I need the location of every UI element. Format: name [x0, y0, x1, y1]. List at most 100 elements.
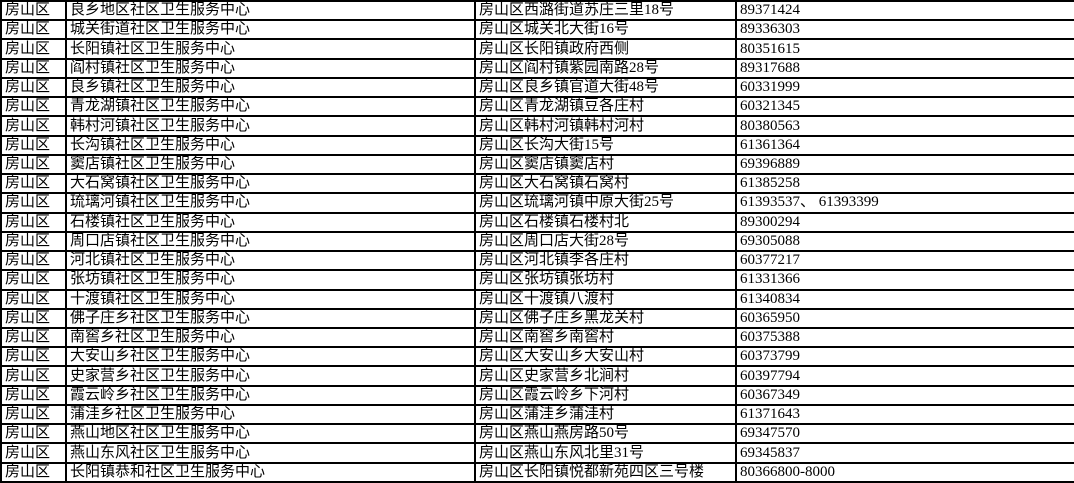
cell-phone: 61340834	[735, 288, 1074, 310]
cell-phone: 80366800-8000	[735, 461, 1074, 483]
cell-address: 房山区霞云岭乡下河村	[474, 384, 737, 406]
cell-address: 房山区城关北大街16号	[474, 19, 737, 41]
cell-district: 房山区	[0, 57, 67, 79]
cell-district: 房山区	[0, 96, 67, 118]
cell-address: 房山区张坊镇张坊村	[474, 269, 737, 291]
cell-district: 房山区	[0, 423, 67, 445]
cell-center-name: 霞云岭乡社区卫生服务中心	[65, 384, 476, 406]
cell-center-name: 窦店镇社区卫生服务中心	[65, 153, 476, 176]
cell-district: 房山区	[0, 0, 67, 22]
cell-address: 房山区燕山燕房路50号	[474, 423, 737, 445]
cell-address: 房山区良乡镇官道大街48号	[474, 76, 737, 99]
cell-phone: 69345837	[735, 442, 1074, 464]
cell-district: 房山区	[0, 461, 67, 483]
table-row: 房山区 韩村河镇社区卫生服务中心 房山区韩村河镇韩村河村 80380563	[0, 115, 1074, 137]
table-row: 房山区 城关街道社区卫生服务中心 房山区城关北大街16号 89336303	[0, 19, 1074, 41]
cell-district: 房山区	[0, 230, 67, 253]
table-row: 房山区 十渡镇社区卫生服务中心 房山区十渡镇八渡村 61340834	[0, 288, 1074, 310]
table-row: 房山区 良乡地区社区卫生服务中心 房山区西潞街道苏庄三里18号 89371424	[0, 0, 1074, 22]
cell-district: 房山区	[0, 211, 67, 233]
cell-district: 房山区	[0, 403, 67, 426]
cell-district: 房山区	[0, 115, 67, 137]
cell-phone: 60397794	[735, 365, 1074, 387]
cell-address: 房山区西潞街道苏庄三里18号	[474, 0, 737, 22]
cell-center-name: 良乡镇社区卫生服务中心	[65, 76, 476, 99]
cell-center-name: 河北镇社区卫生服务中心	[65, 250, 476, 272]
cell-phone: 61331366	[735, 269, 1074, 291]
cell-address: 房山区蒲洼乡蒲洼村	[474, 403, 737, 426]
cell-phone: 89336303	[735, 19, 1074, 41]
cell-center-name: 琉璃河镇社区卫生服务中心	[65, 192, 476, 214]
cell-phone: 60377217	[735, 250, 1074, 272]
cell-phone: 60321345	[735, 96, 1074, 118]
table-row: 房山区 霞云岭乡社区卫生服务中心 房山区霞云岭乡下河村 60367349	[0, 384, 1074, 406]
table-row: 房山区 良乡镇社区卫生服务中心 房山区良乡镇官道大街48号 60331999	[0, 76, 1074, 99]
cell-district: 房山区	[0, 384, 67, 406]
cell-address: 房山区大安山乡大安山村	[474, 346, 737, 368]
table-row: 房山区 河北镇社区卫生服务中心 房山区河北镇李各庄村 60377217	[0, 250, 1074, 272]
cell-district: 房山区	[0, 307, 67, 329]
cell-phone: 60373799	[735, 346, 1074, 368]
cell-address: 房山区大石窝镇石窝村	[474, 173, 737, 195]
cell-center-name: 十渡镇社区卫生服务中心	[65, 288, 476, 310]
cell-phone: 69347570	[735, 423, 1074, 445]
cell-phone: 60365950	[735, 307, 1074, 329]
cell-district: 房山区	[0, 365, 67, 387]
cell-district: 房山区	[0, 269, 67, 291]
cell-address: 房山区青龙湖镇豆各庄村	[474, 96, 737, 118]
cell-phone: 60367349	[735, 384, 1074, 406]
cell-address: 房山区河北镇李各庄村	[474, 250, 737, 272]
cell-district: 房山区	[0, 19, 67, 41]
cell-address: 房山区十渡镇八渡村	[474, 288, 737, 310]
cell-center-name: 石楼镇社区卫生服务中心	[65, 211, 476, 233]
cell-center-name: 大安山乡社区卫生服务中心	[65, 346, 476, 368]
cell-center-name: 大石窝镇社区卫生服务中心	[65, 173, 476, 195]
cell-address: 房山区长阳镇政府西侧	[474, 38, 737, 60]
cell-center-name: 燕山地区社区卫生服务中心	[65, 423, 476, 445]
table-row: 房山区 长沟镇社区卫生服务中心 房山区长沟大街15号 61361364	[0, 134, 1074, 156]
table-row: 房山区 蒲洼乡社区卫生服务中心 房山区蒲洼乡蒲洼村 61371643	[0, 403, 1074, 426]
cell-phone: 60375388	[735, 326, 1074, 349]
cell-center-name: 长阳镇社区卫生服务中心	[65, 38, 476, 60]
cell-phone: 89300294	[735, 211, 1074, 233]
cell-center-name: 长阳镇恭和社区卫生服务中心	[65, 461, 476, 483]
cell-center-name: 周口店镇社区卫生服务中心	[65, 230, 476, 253]
table-row: 房山区 窦店镇社区卫生服务中心 房山区窦店镇窦店村 69396889	[0, 153, 1074, 176]
cell-address: 房山区长阳镇悦都新苑四区三号楼	[474, 461, 737, 483]
cell-district: 房山区	[0, 192, 67, 214]
cell-center-name: 青龙湖镇社区卫生服务中心	[65, 96, 476, 118]
cell-center-name: 蒲洼乡社区卫生服务中心	[65, 403, 476, 426]
cell-district: 房山区	[0, 76, 67, 99]
cell-center-name: 燕山东风社区卫生服务中心	[65, 442, 476, 464]
cell-center-name: 南窖乡社区卫生服务中心	[65, 326, 476, 349]
cell-phone: 80351615	[735, 38, 1074, 60]
cell-address: 房山区长沟大街15号	[474, 134, 737, 156]
cell-phone: 61371643	[735, 403, 1074, 426]
cell-address: 房山区佛子庄乡黑龙关村	[474, 307, 737, 329]
cell-phone: 61393537、 61393399	[735, 192, 1074, 214]
table-row: 房山区 长阳镇恭和社区卫生服务中心 房山区长阳镇悦都新苑四区三号楼 80366800-…	[0, 461, 1074, 483]
cell-district: 房山区	[0, 153, 67, 176]
cell-district: 房山区	[0, 346, 67, 368]
cell-center-name: 张坊镇社区卫生服务中心	[65, 269, 476, 291]
cell-phone: 61385258	[735, 173, 1074, 195]
cell-phone: 89317688	[735, 57, 1074, 79]
cell-district: 房山区	[0, 288, 67, 310]
table-row: 房山区 燕山东风社区卫生服务中心 房山区燕山东风北里31号 69345837	[0, 442, 1074, 464]
cell-center-name: 韩村河镇社区卫生服务中心	[65, 115, 476, 137]
cell-address: 房山区石楼镇石楼村北	[474, 211, 737, 233]
table-row: 房山区 张坊镇社区卫生服务中心 房山区张坊镇张坊村 61331366	[0, 269, 1074, 291]
cell-address: 房山区琉璃河镇中原大街25号	[474, 192, 737, 214]
cell-address: 房山区周口店大街28号	[474, 230, 737, 253]
table-row: 房山区 青龙湖镇社区卫生服务中心 房山区青龙湖镇豆各庄村 60321345	[0, 96, 1074, 118]
table-row: 房山区 佛子庄乡社区卫生服务中心 房山区佛子庄乡黑龙关村 60365950	[0, 307, 1074, 329]
cell-center-name: 长沟镇社区卫生服务中心	[65, 134, 476, 156]
cell-district: 房山区	[0, 442, 67, 464]
cell-address: 房山区南窖乡南窖村	[474, 326, 737, 349]
table-row: 房山区 阎村镇社区卫生服务中心 房山区阎村镇紫园南路28号 89317688	[0, 57, 1074, 79]
table-row: 房山区 石楼镇社区卫生服务中心 房山区石楼镇石楼村北 89300294	[0, 211, 1074, 233]
table-row: 房山区 燕山地区社区卫生服务中心 房山区燕山燕房路50号 69347570	[0, 423, 1074, 445]
table-row: 房山区 琉璃河镇社区卫生服务中心 房山区琉璃河镇中原大街25号 61393537、 6…	[0, 192, 1074, 214]
